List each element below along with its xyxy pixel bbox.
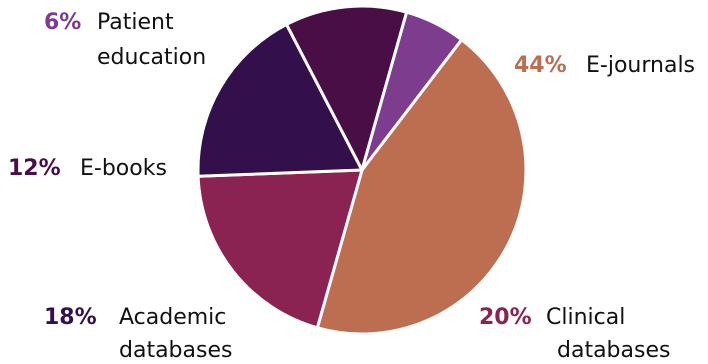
pct-clinical: 20% <box>479 305 532 330</box>
name-clinical-line1: Clinical <box>546 305 625 330</box>
pct-patient-education: 6% <box>44 10 81 35</box>
pie-slices <box>196 4 528 336</box>
slice-ebooks <box>285 4 409 172</box>
name-patient-education-line2: education <box>97 45 206 70</box>
label-ebooks: 12% E-books <box>8 156 167 181</box>
name-academic-line1: Academic <box>119 305 226 330</box>
pct-ejournals: 44% <box>514 53 567 78</box>
name-ejournals: E-journals <box>586 53 695 78</box>
name-patient-education-line1: Patient <box>97 10 174 35</box>
slice-clinical <box>196 168 364 330</box>
pct-academic: 18% <box>44 305 97 330</box>
label-ejournals: 44% E-journals <box>514 53 695 78</box>
pct-ebooks: 12% <box>8 156 61 181</box>
slice-patient-education <box>360 10 464 172</box>
name-ebooks: E-books <box>80 156 167 181</box>
slice-ejournals <box>315 38 528 336</box>
label-clinical: 20% Clinical databases <box>479 305 670 363</box>
name-academic-line2: databases <box>119 338 232 363</box>
label-academic: 18% Academic databases <box>44 305 232 363</box>
name-clinical-line2: databases <box>557 338 670 363</box>
label-patient-education: 6% Patient education <box>44 10 206 70</box>
slice-academic <box>196 22 364 178</box>
